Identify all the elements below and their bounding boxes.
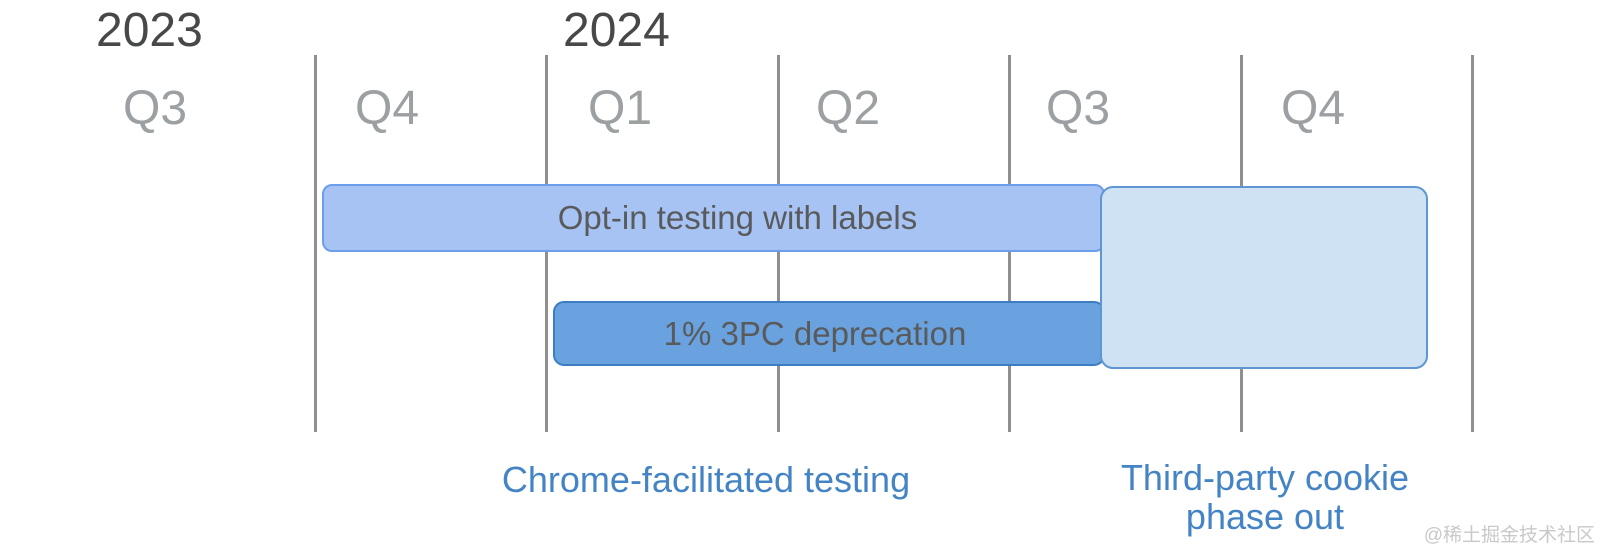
bar-1pc-deprecation-label: 1% 3PC deprecation [663, 314, 967, 352]
bar-1pc-deprecation: 1% 3PC deprecation [553, 301, 1105, 366]
caption-chrome-facilitated-testing: Chrome-facilitated testing [501, 459, 911, 500]
bar-opt-in-testing: Opt-in testing with labels [322, 184, 1105, 252]
quarter-label-2023q4: Q4 [354, 82, 420, 135]
quarter-label-2024q1: Q1 [587, 82, 653, 135]
quarter-label-2023q3: Q3 [122, 82, 188, 135]
year-label-2024: 2024 [563, 4, 670, 57]
caption-phase-out-line1: Third-party cookie [1120, 457, 1410, 498]
year-label-2023: 2023 [96, 4, 203, 57]
bar-opt-in-testing-label: Opt-in testing with labels [557, 199, 918, 236]
quarter-label-2024q3: Q3 [1045, 82, 1111, 135]
gridline-2023q4 [314, 55, 317, 432]
watermark-text: @稀土掘金技术社区 [1423, 525, 1595, 546]
quarter-label-2024q4: Q4 [1280, 82, 1346, 135]
phase-out-box [1100, 186, 1428, 369]
gridline-2024-end [1471, 55, 1474, 432]
caption-phase-out-line2: phase out [1185, 496, 1345, 537]
caption-third-party-cookie-phase-out: Third-party cookie phase out [1121, 458, 1409, 536]
quarter-label-2024q2: Q2 [815, 82, 881, 135]
